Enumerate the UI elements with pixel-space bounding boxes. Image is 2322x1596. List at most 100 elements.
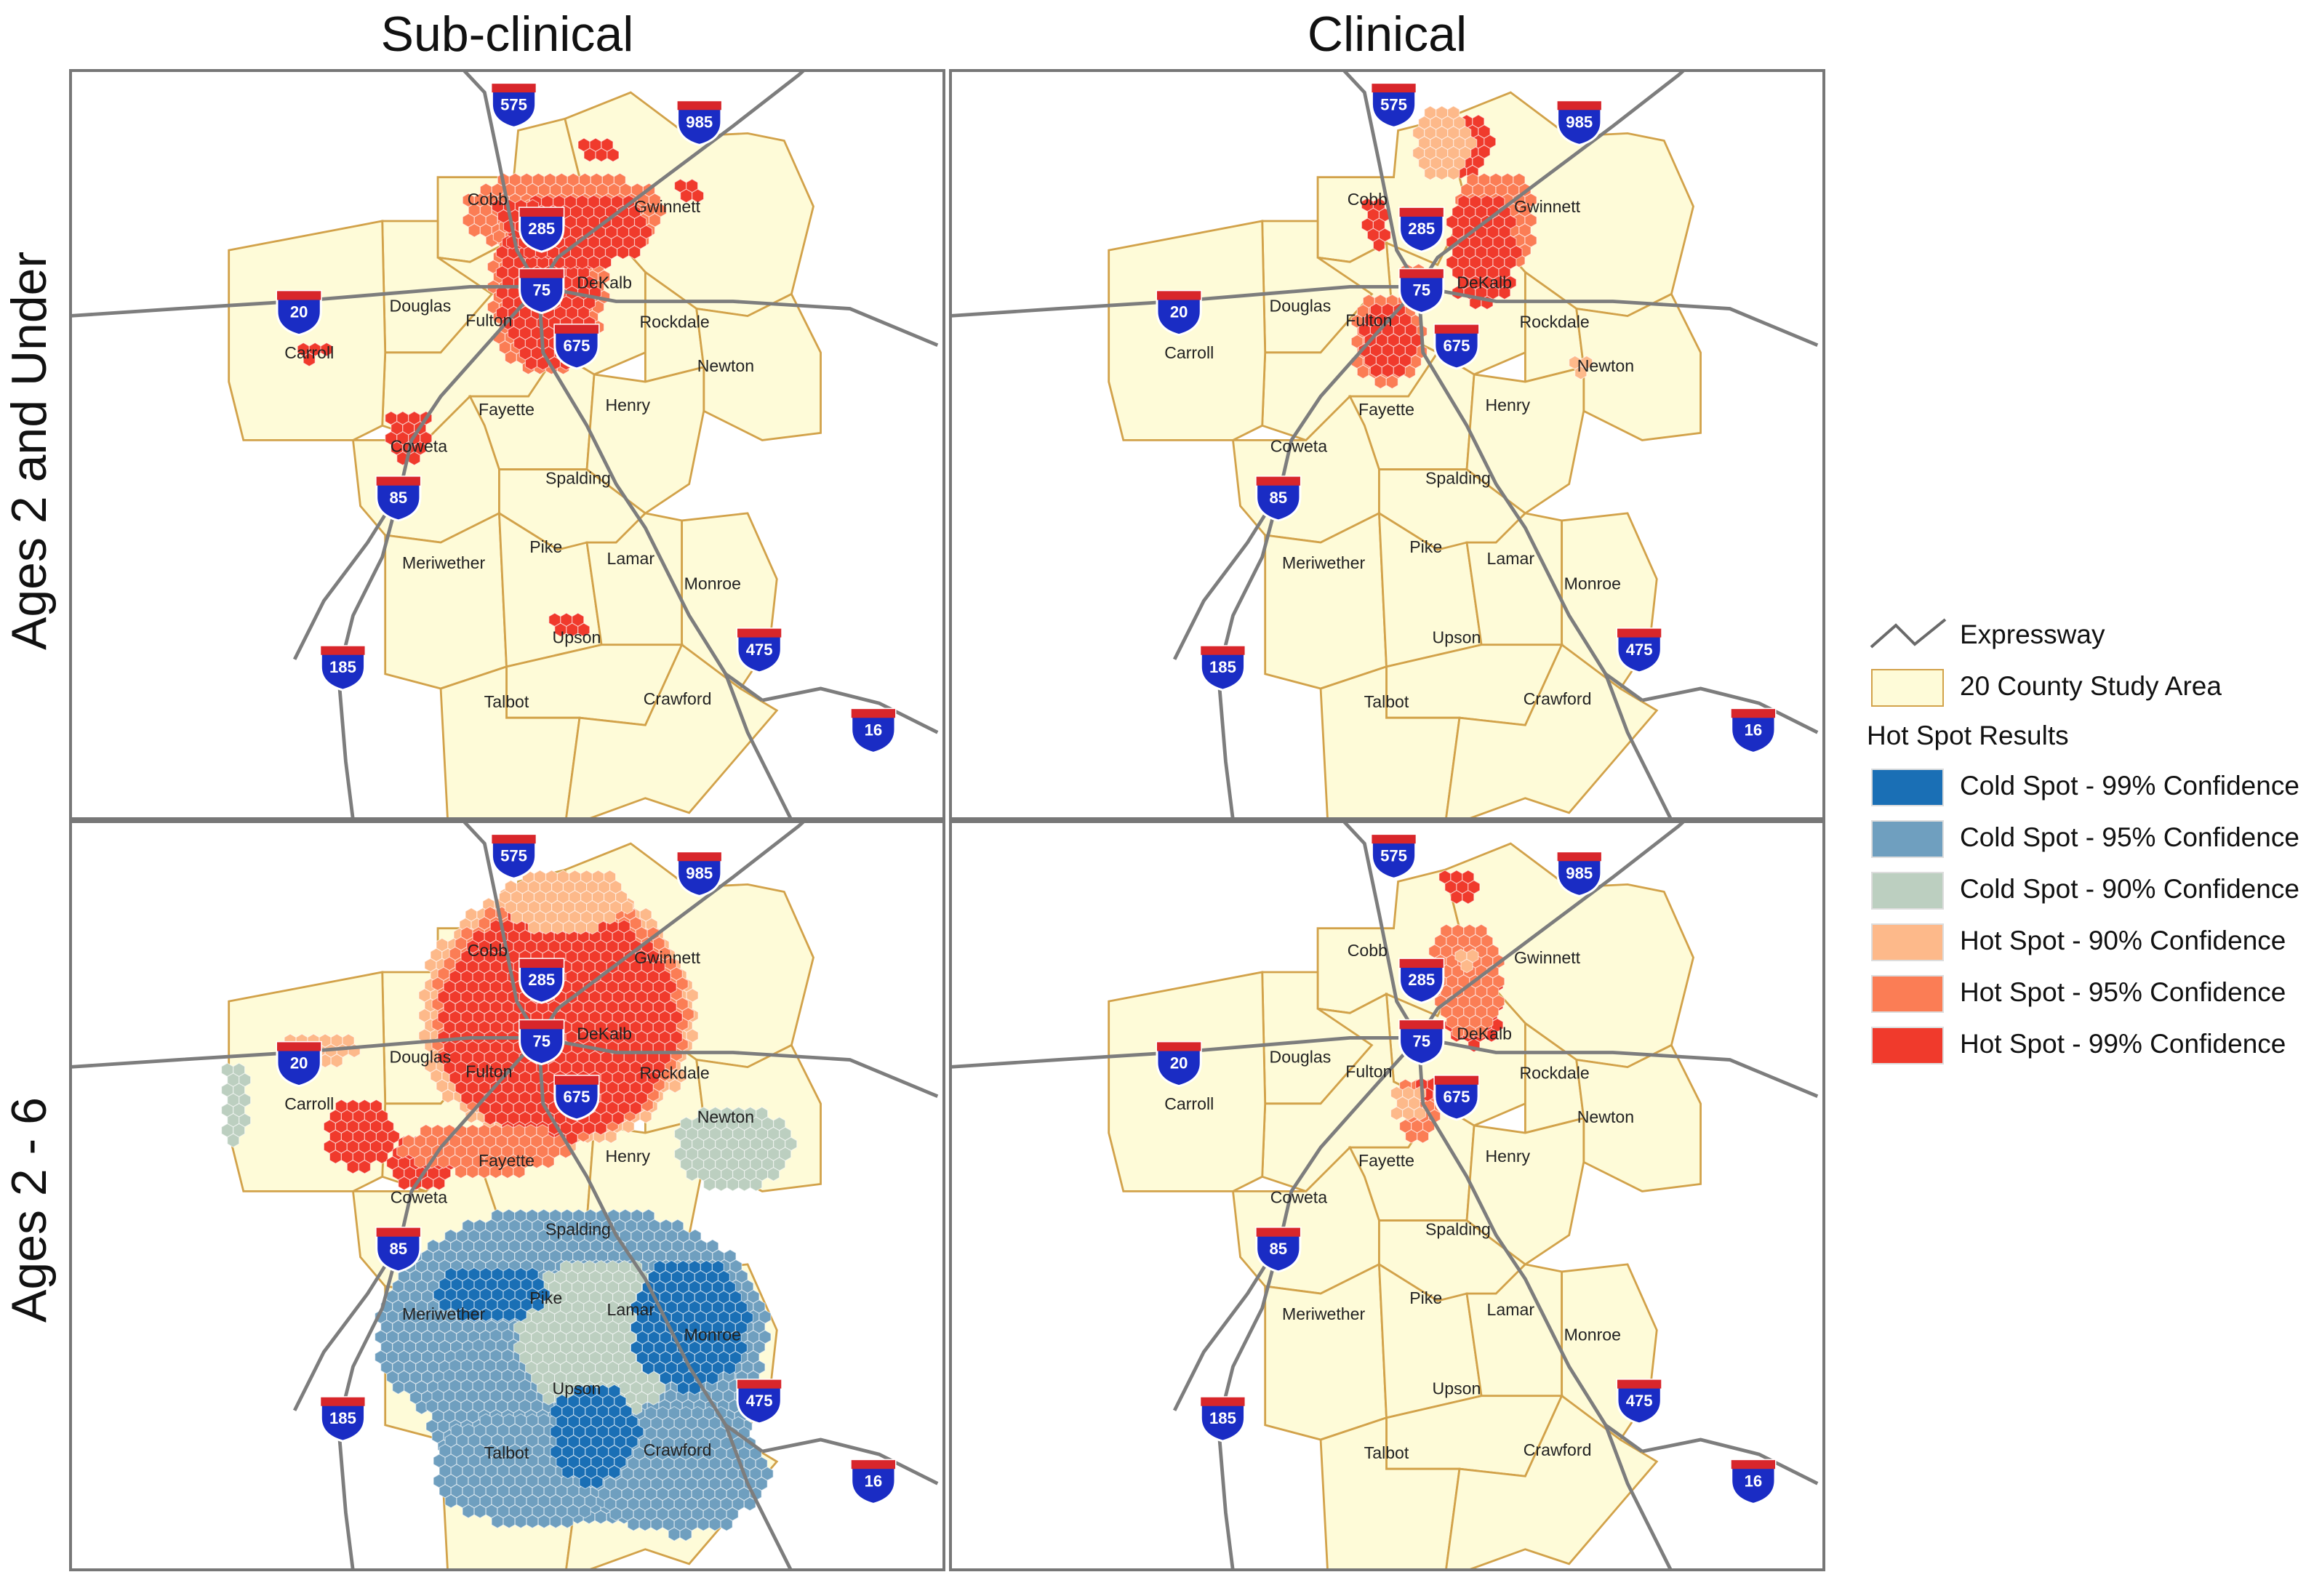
svg-text:675: 675 [564, 337, 590, 355]
svg-text:675: 675 [1444, 1088, 1470, 1106]
hotspot-hex-patch [1412, 105, 1478, 181]
svg-text:475: 475 [746, 641, 773, 659]
legend-expressway: Expressway [1865, 611, 2316, 662]
interstate-shield-icon: 20 [1156, 1040, 1202, 1088]
map-panel-subclinical-age2under: Cobb Gwinnett DeKalb Douglas Fulton Rockdale C… [69, 69, 945, 820]
interstate-shield-icon: 675 [553, 324, 600, 370]
svg-text:475: 475 [1626, 641, 1653, 659]
legend-class-0: Cold Spot - 99% Confidence [1865, 762, 2316, 814]
svg-text:985: 985 [686, 864, 713, 882]
county-label: Douglas [390, 1048, 452, 1067]
map-panel-clinical-age2under: Cobb Gwinnett DeKalb Douglas Fulton Rockdale C… [949, 69, 1825, 820]
svg-text:85: 85 [389, 1240, 407, 1258]
interstate-shield-icon: 185 [319, 645, 367, 691]
county-label: Rockdale [1519, 313, 1589, 332]
interstate-shield-icon: 285 [1398, 958, 1445, 1004]
interstate-shield-icon: 575 [1370, 82, 1417, 129]
hotspot-hex-patch [577, 137, 620, 163]
svg-text:575: 575 [500, 95, 527, 113]
county-label: Henry [605, 396, 650, 414]
hotspot-hex-patch [1438, 870, 1481, 905]
county-label: Meriwether [402, 553, 486, 572]
expressway-line [761, 686, 939, 734]
expressway-line [1417, 823, 1685, 1039]
county-label: Lamar [1487, 1300, 1535, 1319]
interstate-shield-icon: 475 [1616, 627, 1662, 674]
expressway-line [537, 1038, 764, 1453]
hotspot-hex-patch [1446, 194, 1523, 310]
county-label: Henry [1485, 1147, 1530, 1166]
county-label: Meriwether [402, 1304, 486, 1323]
map-panel-clinical-age2to6: Cobb Gwinnett DeKalb Douglas Fulton Rockdale C… [949, 820, 1825, 1571]
interstate-shield-icon: 575 [1370, 833, 1417, 880]
interstate-shield-icon: 75 [1398, 268, 1445, 315]
county-label: Monroe [684, 1325, 741, 1344]
county-label: Fulton [1345, 311, 1392, 330]
county-meriwether [1264, 511, 1388, 690]
county-crawford [1445, 643, 1659, 817]
hotspot-hex-patch [1454, 948, 1479, 974]
expressway-line [1342, 823, 1420, 1039]
expressway-line [537, 286, 764, 702]
interstate-shield-icon: 85 [375, 476, 422, 522]
legend-class-5: Hot Spot - 99% Confidence [1865, 1020, 2316, 1072]
county-label: Talbot [1364, 1443, 1409, 1462]
expressway-line [72, 1035, 539, 1069]
legend-swatch [1871, 872, 1944, 910]
county-label: Coweta [391, 1187, 447, 1206]
svg-text:75: 75 [532, 281, 551, 299]
county-label: Lamar [1487, 549, 1535, 568]
expressway-line [724, 673, 793, 817]
legend-class-label: Cold Spot - 99% Confidence [1960, 771, 2299, 801]
interstate-shield-icon: 85 [1255, 1227, 1302, 1273]
county-label: Carroll [284, 1094, 334, 1113]
svg-text:985: 985 [1566, 113, 1593, 131]
svg-text:285: 285 [1408, 971, 1435, 989]
county-label: Fayette [1358, 1151, 1414, 1170]
interstate-shield-icon: 985 [1556, 100, 1603, 147]
interstate-shield-icon: 285 [519, 206, 565, 253]
expressway-line [724, 1424, 793, 1568]
map-panel-subclinical-age2to6: Cobb Gwinnett DeKalb Douglas Fulton Rockdale C… [69, 820, 945, 1571]
interstate-shield-icon: 16 [850, 1459, 897, 1505]
hotspot-hex-patch [297, 342, 333, 367]
county-label: Upson [1433, 1379, 1481, 1398]
expressway-line [1417, 286, 1644, 702]
expressway-line [463, 823, 540, 1039]
svg-text:20: 20 [1170, 303, 1188, 321]
county-label: Crawford [644, 1440, 712, 1459]
county-label: Upson [553, 1379, 601, 1398]
row-title-ages-2-6: Ages 2 - 6 [1, 1097, 57, 1323]
row-title-ages-2-under: Ages 2 and Under [1, 251, 57, 650]
expressway-line [952, 284, 1419, 318]
expressway-line [292, 285, 540, 660]
county-label: Rockdale [1519, 1064, 1589, 1083]
county-label: DeKalb [1457, 273, 1512, 292]
county-label: Douglas [1270, 1048, 1332, 1067]
expressway-line [1604, 1424, 1673, 1568]
svg-text:75: 75 [532, 1032, 551, 1050]
county-meriwether [384, 511, 508, 690]
svg-text:20: 20 [290, 1054, 308, 1072]
legend-swatch [1871, 769, 1944, 806]
county-crawford [565, 643, 779, 817]
county-label: Lamar [607, 549, 655, 568]
county-label: Henry [1485, 396, 1530, 414]
county-label: Carroll [1164, 1094, 1214, 1113]
interstate-shield-icon: 16 [1730, 1459, 1777, 1505]
county-label: Spalding [545, 469, 611, 488]
hotspot-hex-patch [433, 1267, 551, 1323]
legend-class-label: Hot Spot - 99% Confidence [1960, 1029, 2286, 1059]
svg-text:16: 16 [865, 721, 883, 739]
county-meriwether [1264, 1262, 1388, 1441]
legend-class-label: Cold Spot - 90% Confidence [1960, 874, 2299, 904]
expressway-line [1418, 1036, 1819, 1099]
map-legend: Expressway 20 County Study Area Hot Spot… [1865, 611, 2316, 1072]
county-label: Newton [697, 1107, 754, 1126]
county-label: Meriwether [1282, 553, 1366, 572]
county-label: Pike [529, 1288, 562, 1307]
hotspot-hex-patch [1361, 197, 1391, 253]
interstate-shield-icon: 75 [519, 1019, 565, 1066]
county-label: Spalding [1425, 1220, 1491, 1239]
svg-text:575: 575 [1380, 95, 1407, 113]
